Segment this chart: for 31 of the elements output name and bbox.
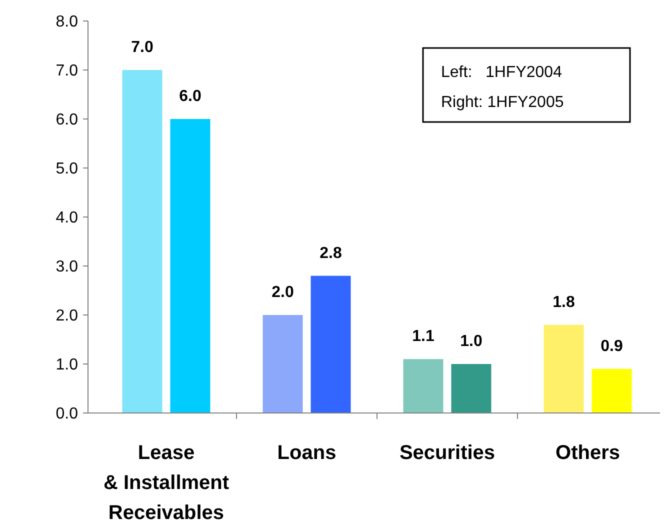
data-label: 1.8 — [552, 294, 575, 311]
bar — [592, 368, 632, 413]
data-label: 2.0 — [272, 284, 294, 301]
bar — [122, 70, 162, 413]
y-tick-label: 8.0 — [56, 14, 78, 31]
y-tick-label: 4.0 — [56, 210, 78, 227]
y-tick-label: 1.0 — [56, 356, 78, 374]
x-tick-label: Securities — [399, 442, 496, 464]
y-tick-label: 2.0 — [56, 308, 78, 325]
data-label: 2.8 — [320, 244, 342, 262]
y-tick-label: 6.0 — [56, 112, 78, 129]
y-tick-label: 7.0 — [56, 62, 78, 80]
data-label: 1.0 — [460, 333, 482, 350]
data-label: 1.1 — [412, 328, 434, 346]
bar — [403, 359, 444, 413]
y-tick-label: 0.0 — [56, 406, 78, 423]
x-tick-label: Others — [556, 442, 620, 464]
y-tick-label: 5.0 — [56, 160, 78, 178]
bar — [170, 119, 210, 413]
x-tick-label: Loans — [277, 442, 336, 464]
x-tick-label: Lease & Installment Receivables — [103, 442, 230, 522]
y-tick-label: 3.0 — [56, 258, 78, 276]
data-label: 7.0 — [131, 39, 154, 56]
data-label: 6.0 — [179, 88, 202, 105]
bar — [544, 324, 584, 413]
annotation: Left: 1HFY2004 — [441, 64, 562, 81]
bar — [310, 276, 351, 413]
data-label: 0.9 — [600, 338, 623, 355]
annotation: Right: 1HFY2005 — [441, 94, 564, 111]
bar — [262, 315, 303, 413]
bar — [451, 364, 492, 413]
